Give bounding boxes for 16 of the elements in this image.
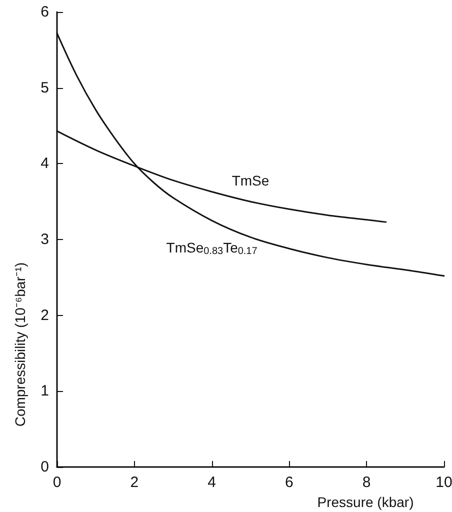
y-tick-label: 5	[40, 79, 49, 96]
y-tick-label: 0	[40, 458, 49, 476]
series-label: TmSe	[232, 172, 270, 189]
x-tick-label: 4	[208, 474, 216, 491]
y-tick-label: 4	[40, 155, 49, 172]
x-tick-label: 2	[130, 474, 139, 491]
y-tick-label: 1	[40, 382, 49, 400]
x-tick-label: 10	[436, 474, 452, 491]
x-tick-label: 6	[285, 474, 294, 491]
x-tick-label: 0	[52, 474, 62, 491]
y-axis-title: Compressibility (10⁻⁶bar⁻¹)	[12, 262, 28, 427]
y-tick-label: 6	[40, 4, 49, 20]
y-tick-label: 2	[40, 306, 49, 324]
y-tick-label: 3	[40, 231, 49, 248]
x-axis-title: Pressure (kbar)	[317, 494, 414, 510]
x-tick-label: 8	[362, 474, 371, 491]
